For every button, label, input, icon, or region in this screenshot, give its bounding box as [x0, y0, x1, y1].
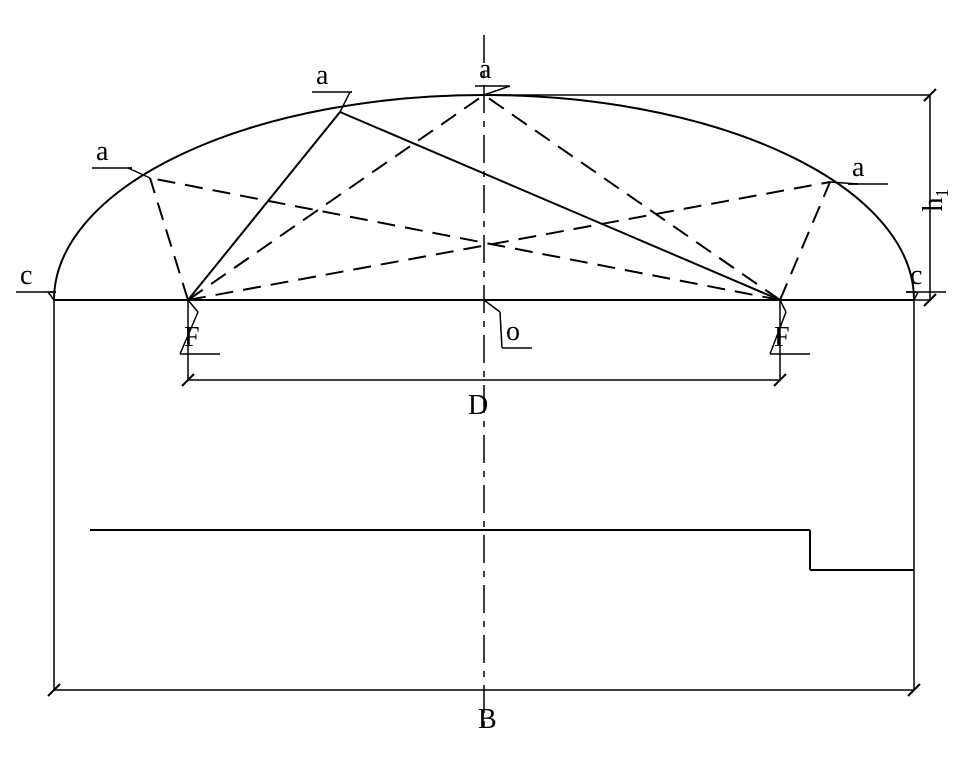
line-F2-a2 — [340, 112, 780, 300]
label-h1-group: h1 — [918, 189, 952, 212]
leader-a — [484, 86, 510, 95]
leader-a2 — [340, 92, 350, 112]
label-o: o — [506, 316, 520, 347]
label-a3: a — [852, 152, 865, 183]
label-a2: a — [316, 60, 329, 91]
label-h1: h1 — [918, 189, 952, 212]
line-F1-a2 — [188, 112, 340, 300]
line-F1-a1 — [150, 178, 188, 300]
line-F2-a1 — [150, 178, 780, 300]
line-F1-a3 — [188, 182, 830, 300]
leader-F1 — [188, 300, 198, 312]
label-B: B — [478, 704, 497, 735]
line-F1-a — [188, 95, 484, 300]
line-F2-a3 — [780, 182, 830, 300]
label-D: D — [468, 390, 488, 421]
diagram: a a a a c c F Fo D Bh1 — [0, 0, 968, 760]
label-a: a — [479, 54, 492, 85]
leader-F2 — [780, 300, 786, 312]
label-stem-o — [500, 312, 502, 348]
label-F2: F — [774, 322, 790, 353]
label-F1: F — [184, 322, 200, 353]
label-c1: c — [20, 260, 32, 291]
line-F2-a — [484, 95, 780, 300]
label-a1: a — [96, 136, 109, 167]
label-c2: c — [910, 260, 922, 291]
leader-o — [484, 300, 500, 312]
